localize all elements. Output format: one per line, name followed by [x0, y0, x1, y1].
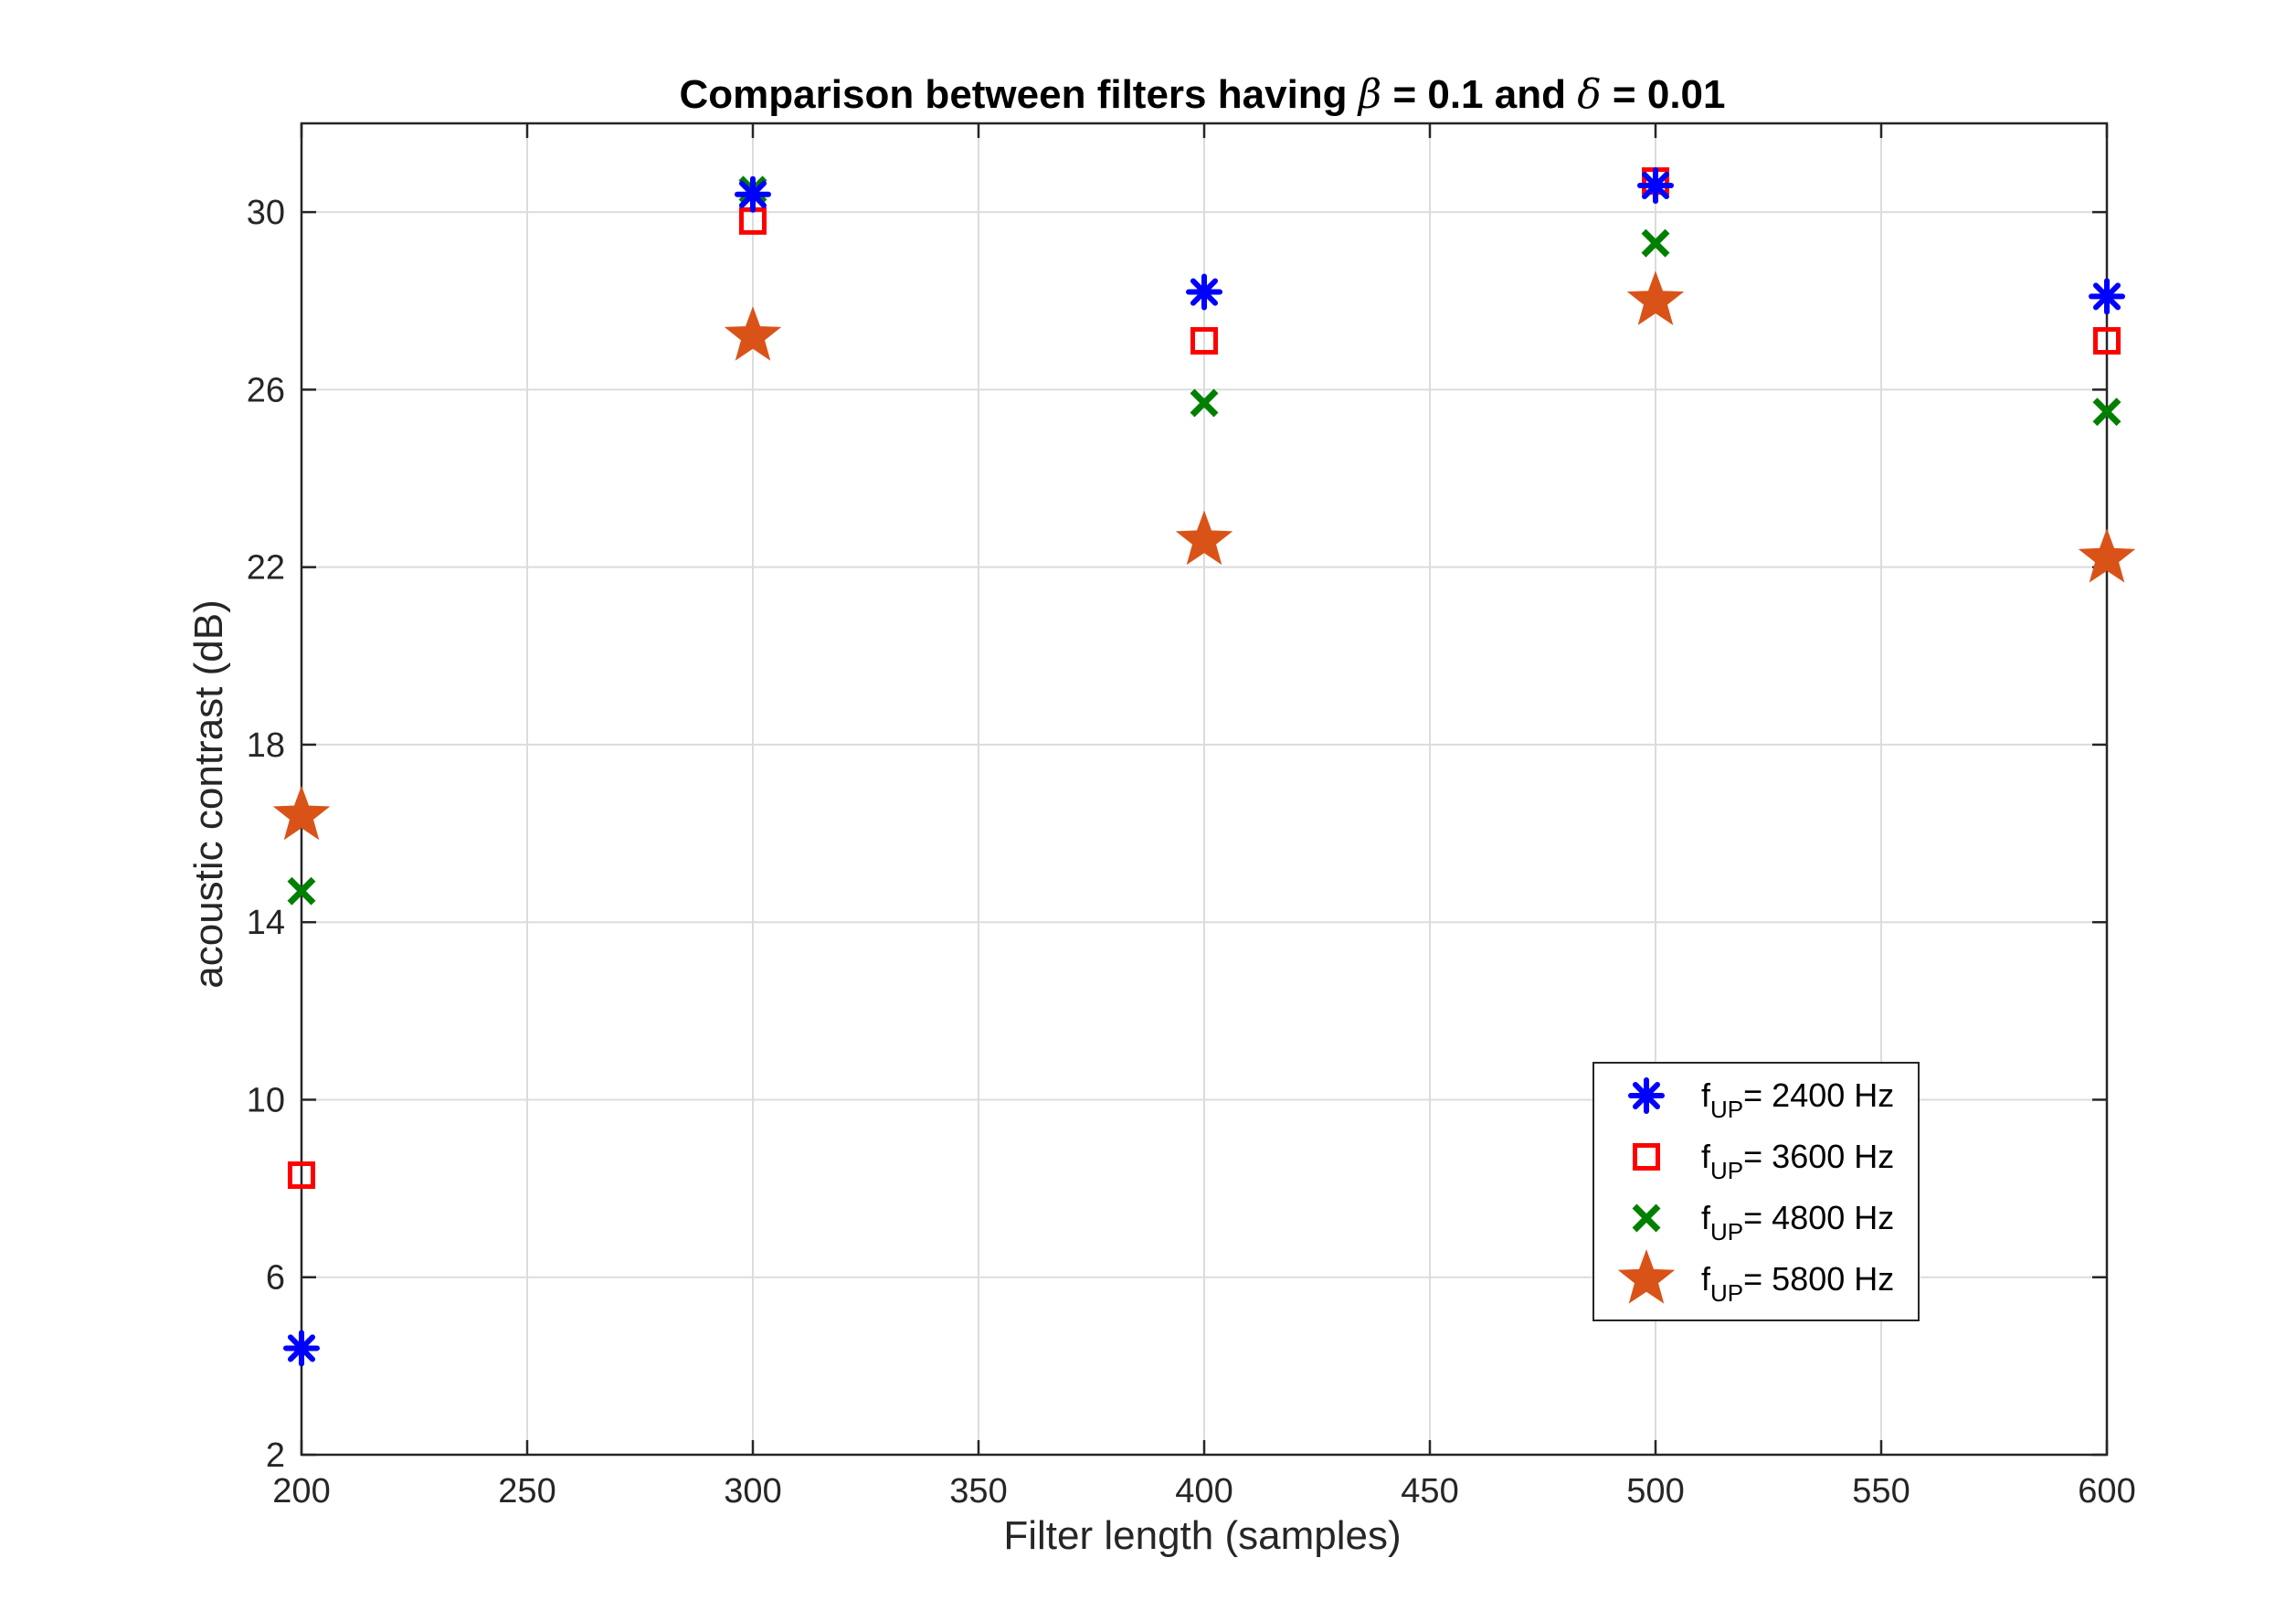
x-tick-label: 450 [1401, 1472, 1458, 1510]
legend-item: fUP= 5800 Hz [1617, 1249, 1894, 1307]
legend-marker-square [1633, 1143, 1660, 1171]
data-point-x [1190, 388, 1219, 418]
data-point-x [2092, 397, 2121, 427]
data-point-x [287, 876, 316, 906]
title-middle: = 0.1 and [1381, 72, 1577, 117]
title-beta-symbol: β [1357, 71, 1381, 118]
title-suffix: = 0.01 [1602, 72, 1726, 117]
data-point-asterisk [1637, 166, 1674, 204]
legend-marker-x [1632, 1203, 1661, 1233]
data-point-star [272, 785, 331, 841]
data-point-star [1175, 510, 1233, 566]
title-delta-symbol: δ [1577, 71, 1602, 118]
legend: fUP= 2400 Hz fUP= 3600 Hz fUP= 4800 Hz fUP=… [1592, 1062, 1920, 1321]
legend-marker-star [1617, 1249, 1676, 1304]
x-tick-label: 500 [1626, 1472, 1684, 1510]
y-tick-label: 18 [247, 726, 285, 765]
y-tick-label: 6 [266, 1259, 285, 1298]
y-tick-label: 26 [247, 371, 285, 409]
x-tick-label: 250 [498, 1472, 555, 1510]
data-point-square [1190, 326, 1218, 355]
data-point-square [288, 1161, 315, 1190]
data-point-asterisk [735, 175, 771, 213]
y-tick-label: 10 [247, 1081, 285, 1119]
y-tick-label: 14 [247, 904, 285, 942]
y-tick-label: 2 [266, 1436, 285, 1475]
y-axis-label: acoustic contrast (dB) [186, 599, 231, 989]
data-point-star [2078, 528, 2136, 583]
data-point-square [2093, 326, 2121, 355]
x-tick-label: 400 [1175, 1472, 1233, 1510]
legend-item: fUP= 3600 Hz [1633, 1138, 1894, 1184]
data-point-star [1626, 270, 1685, 325]
x-tick-label: 350 [949, 1472, 1007, 1510]
x-tick-label: 200 [272, 1472, 330, 1510]
data-point-asterisk [1186, 273, 1222, 311]
legend-label: fUP= 4800 Hz [1701, 1199, 1894, 1245]
legend-label: fUP= 3600 Hz [1701, 1138, 1894, 1184]
tick-labels: 200 250 300 350 400 450 500 550 6002610141822263… [247, 194, 2136, 1510]
data-points [272, 166, 2136, 1367]
legend-label: fUP= 5800 Hz [1701, 1260, 1894, 1307]
x-axis-label: Filter length (samples) [1003, 1513, 1401, 1558]
legend-marker-asterisk [1628, 1077, 1665, 1114]
legend-label: fUP= 2400 Hz [1701, 1076, 1894, 1123]
chart-title: Comparison between filters having β = 0.… [680, 71, 1726, 118]
data-point-x [1641, 228, 1670, 258]
data-point-star [724, 306, 782, 361]
x-tick-label: 300 [724, 1472, 781, 1510]
grid-lines [301, 123, 2108, 1456]
data-point-asterisk [283, 1330, 320, 1367]
x-tick-label: 600 [2078, 1472, 2135, 1510]
x-tick-label: 550 [1852, 1472, 1910, 1510]
legend-item: fUP= 4800 Hz [1632, 1199, 1894, 1245]
legend-item: fUP= 2400 Hz [1628, 1076, 1894, 1123]
title-prefix: Comparison between filters having [680, 72, 1359, 117]
y-tick-label: 30 [247, 194, 285, 232]
y-tick-label: 22 [247, 549, 285, 588]
data-point-asterisk [2089, 278, 2125, 315]
